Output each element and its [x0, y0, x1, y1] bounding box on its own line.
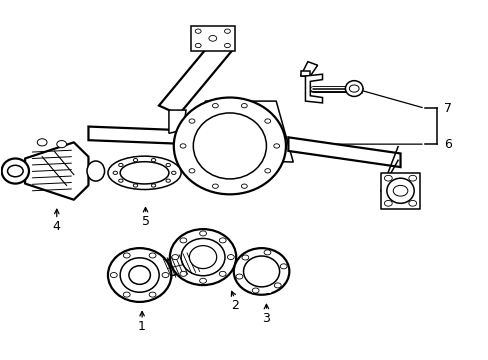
Polygon shape [288, 137, 400, 167]
Ellipse shape [87, 161, 104, 181]
Ellipse shape [189, 246, 216, 269]
Circle shape [7, 165, 23, 177]
Text: 3: 3 [262, 311, 270, 325]
Circle shape [180, 144, 185, 148]
Text: 2: 2 [230, 299, 238, 312]
Circle shape [348, 85, 358, 92]
Polygon shape [136, 254, 198, 283]
Circle shape [273, 144, 279, 148]
Polygon shape [251, 289, 271, 293]
Polygon shape [88, 127, 181, 144]
Circle shape [241, 104, 247, 108]
Circle shape [199, 278, 206, 283]
Circle shape [199, 231, 206, 236]
Circle shape [219, 271, 225, 276]
Polygon shape [300, 71, 310, 76]
Text: 1: 1 [138, 320, 146, 333]
Circle shape [180, 271, 186, 276]
Circle shape [224, 29, 230, 33]
Circle shape [195, 29, 201, 33]
Ellipse shape [129, 266, 150, 284]
Ellipse shape [1, 158, 29, 184]
Circle shape [110, 273, 117, 278]
Circle shape [208, 36, 216, 41]
Circle shape [264, 250, 270, 255]
Ellipse shape [386, 178, 413, 203]
Circle shape [123, 292, 130, 297]
Circle shape [280, 264, 286, 269]
Circle shape [149, 253, 156, 258]
Circle shape [219, 238, 225, 243]
Ellipse shape [345, 81, 362, 96]
Ellipse shape [169, 229, 236, 285]
Circle shape [133, 184, 138, 187]
Circle shape [119, 179, 123, 182]
Ellipse shape [108, 156, 181, 189]
Ellipse shape [181, 238, 224, 276]
Circle shape [252, 288, 259, 293]
Ellipse shape [108, 248, 171, 302]
Polygon shape [159, 41, 232, 114]
Ellipse shape [120, 258, 159, 292]
Circle shape [189, 168, 195, 173]
Text: 4: 4 [53, 220, 61, 233]
Ellipse shape [193, 113, 266, 179]
Circle shape [57, 140, 66, 148]
Circle shape [37, 139, 47, 146]
Circle shape [189, 119, 195, 123]
Circle shape [236, 274, 243, 279]
Circle shape [227, 255, 234, 260]
Circle shape [171, 255, 178, 260]
Circle shape [123, 253, 130, 258]
Polygon shape [190, 26, 234, 51]
Polygon shape [193, 101, 215, 117]
Circle shape [151, 158, 156, 162]
Circle shape [212, 184, 218, 188]
Circle shape [224, 43, 230, 48]
Circle shape [162, 273, 168, 278]
Circle shape [133, 158, 138, 162]
Circle shape [149, 292, 156, 297]
Ellipse shape [233, 248, 289, 295]
Circle shape [212, 104, 218, 108]
Circle shape [408, 201, 416, 206]
Polygon shape [25, 142, 88, 200]
Circle shape [264, 168, 270, 173]
Polygon shape [185, 101, 293, 162]
Polygon shape [168, 110, 185, 134]
Circle shape [119, 163, 123, 167]
Ellipse shape [173, 98, 285, 194]
Circle shape [384, 201, 391, 206]
Circle shape [180, 238, 186, 243]
Circle shape [264, 119, 270, 123]
Circle shape [241, 184, 247, 188]
Text: 6: 6 [444, 138, 451, 150]
Circle shape [171, 171, 176, 175]
Circle shape [151, 184, 156, 187]
Text: 5: 5 [141, 215, 149, 228]
Circle shape [408, 175, 416, 181]
Circle shape [392, 185, 407, 196]
Circle shape [384, 175, 391, 181]
Polygon shape [300, 62, 317, 76]
Polygon shape [305, 74, 322, 103]
Polygon shape [380, 173, 419, 209]
Circle shape [242, 255, 248, 260]
Circle shape [165, 163, 170, 167]
Ellipse shape [243, 256, 279, 287]
Circle shape [113, 171, 117, 175]
Circle shape [274, 283, 281, 288]
Ellipse shape [120, 162, 168, 184]
Circle shape [195, 43, 201, 48]
Circle shape [165, 179, 170, 182]
Text: 7: 7 [444, 102, 451, 115]
